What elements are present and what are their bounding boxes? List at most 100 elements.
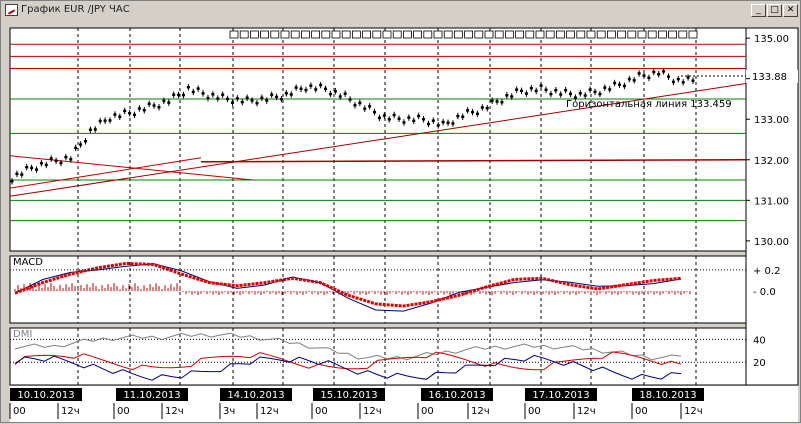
price-bar-body xyxy=(34,168,38,171)
price-bar-body xyxy=(79,143,83,146)
price-bar-body xyxy=(196,87,200,90)
price-bar-body xyxy=(637,72,641,75)
price-bar-body xyxy=(676,77,680,81)
price-bar-body xyxy=(573,96,577,99)
price-bar-body xyxy=(618,83,622,86)
price-bar-body xyxy=(451,122,455,125)
price-bar-body xyxy=(103,119,107,122)
event-marker xyxy=(443,30,453,39)
price-bar-body xyxy=(417,114,421,118)
price-bar-body xyxy=(632,79,636,82)
event-marker xyxy=(290,30,300,39)
price-bar-body xyxy=(74,146,78,150)
price-bar-body xyxy=(529,86,533,90)
close-button[interactable]: ✕ xyxy=(783,4,798,17)
fan-line xyxy=(9,157,202,189)
price-bar-body xyxy=(554,89,558,92)
time-tick-label: 12ч xyxy=(61,406,80,417)
price-bar-body xyxy=(162,99,166,103)
event-marker xyxy=(423,30,433,39)
event-marker xyxy=(566,30,575,39)
price-bar-body xyxy=(309,84,313,87)
price-bar-body xyxy=(466,109,470,112)
date-label: 15.10.2013 xyxy=(320,390,377,401)
price-bar-body xyxy=(338,95,342,98)
event-marker xyxy=(382,30,392,39)
chart-app-icon xyxy=(5,4,18,16)
price-bar-body xyxy=(245,96,249,99)
price-tick-label: 132.00 xyxy=(754,156,789,167)
date-box xyxy=(525,388,597,401)
price-bar-body xyxy=(608,88,612,91)
price-bar-body xyxy=(681,81,685,84)
price-bar-body xyxy=(475,112,479,116)
price-bar-body xyxy=(343,92,347,95)
date-box xyxy=(220,388,292,401)
event-marker xyxy=(576,30,586,39)
date-box xyxy=(421,388,493,401)
price-bar-body xyxy=(157,106,161,109)
time-tick-label: 12ч xyxy=(165,406,184,417)
price-bar-body xyxy=(397,117,401,120)
event-marker xyxy=(249,30,259,39)
date-label: 17.10.2013 xyxy=(532,390,589,401)
time-tick-label: 12ч xyxy=(684,406,703,417)
price-bar-body xyxy=(368,105,372,108)
date-box xyxy=(632,388,704,401)
event-marker xyxy=(341,30,351,39)
date-label: 14.10.2013 xyxy=(227,390,284,401)
price-bar-body xyxy=(598,92,602,96)
price-bar-body xyxy=(490,99,494,102)
dmi-plus-line xyxy=(14,351,682,371)
price-bar-body xyxy=(500,100,504,104)
price-bar-body xyxy=(39,162,43,165)
event-marker xyxy=(270,30,280,39)
price-bar-body xyxy=(137,107,141,110)
price-axis-panel xyxy=(745,27,799,386)
maximize-button[interactable]: □ xyxy=(767,4,782,17)
price-bar-body xyxy=(358,101,362,105)
price-bar-body xyxy=(564,88,568,92)
title-bar[interactable]: График EUR /JPY ЧАС _ □ ✕ xyxy=(2,2,799,19)
event-marker xyxy=(311,30,321,39)
price-bar-body xyxy=(495,100,499,103)
price-tick-label: 133.00 xyxy=(754,115,789,126)
event-marker xyxy=(647,30,657,39)
price-bar-body xyxy=(172,93,176,96)
price-bar-body xyxy=(583,94,587,97)
price-bar-body xyxy=(691,79,695,82)
dmi-tick-label: 20 xyxy=(753,358,766,369)
price-bar-body xyxy=(211,93,215,96)
price-bar-body xyxy=(412,119,416,123)
price-bar-body xyxy=(642,74,646,77)
price-bar-body xyxy=(69,158,73,161)
price-bar-body xyxy=(123,109,127,113)
price-bar-body xyxy=(226,97,230,101)
date-label: 11.10.2013 xyxy=(123,390,180,401)
price-bar-body xyxy=(480,106,484,109)
minimize-button[interactable]: _ xyxy=(751,4,766,17)
time-tick-label: 12ч xyxy=(363,406,382,417)
date-label: 18.10.2013 xyxy=(639,390,696,401)
price-bar-body xyxy=(98,119,102,123)
price-bar-body xyxy=(142,108,146,112)
event-marker xyxy=(607,30,616,39)
event-marker xyxy=(321,30,331,39)
price-bar-body xyxy=(299,87,303,91)
event-marker xyxy=(474,30,484,39)
event-marker xyxy=(392,30,402,39)
price-bar-body xyxy=(544,88,548,92)
event-marker xyxy=(362,30,372,39)
price-bar-body xyxy=(152,104,156,107)
price-bar-body xyxy=(363,107,367,110)
event-marker xyxy=(627,30,637,39)
price-bar-body xyxy=(49,157,53,160)
time-tick-label: 00 xyxy=(635,406,648,417)
price-bar-body xyxy=(181,93,185,97)
price-bar-body xyxy=(191,90,195,94)
macd-tick-label: - 0.0 xyxy=(753,287,776,298)
price-bar-body xyxy=(10,180,14,183)
event-marker xyxy=(331,30,341,39)
